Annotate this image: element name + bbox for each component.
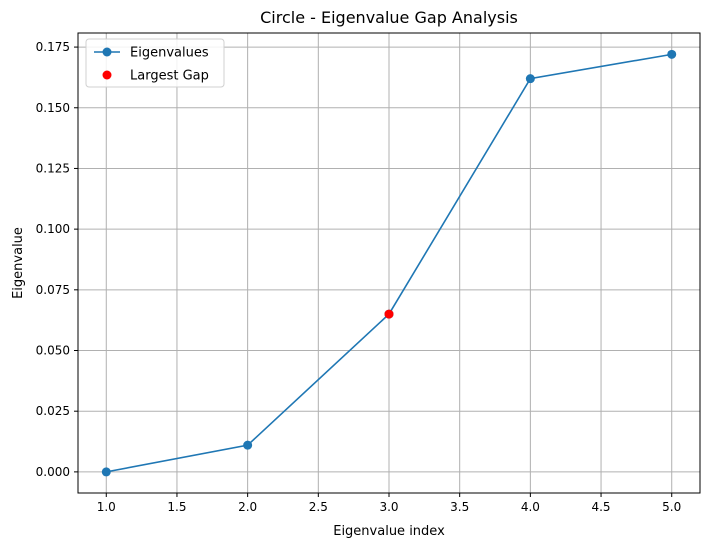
y-tick-label: 0.050 <box>36 344 70 358</box>
legend-marker-swatch <box>102 47 112 57</box>
y-tick-label: 0.075 <box>36 283 70 297</box>
y-tick-label: 0.150 <box>36 101 70 115</box>
x-axis-label: Eigenvalue index <box>333 524 445 539</box>
x-tick-label: 3.0 <box>379 500 398 514</box>
x-tick-label: 3.5 <box>450 500 469 514</box>
y-tick-label: 0.100 <box>36 222 70 236</box>
legend-item: Eigenvalues <box>94 46 209 61</box>
x-tick-label: 5.0 <box>662 500 681 514</box>
y-tick-label: 0.125 <box>36 161 70 175</box>
series-largest-gap <box>384 309 394 319</box>
legend-box <box>85 38 225 88</box>
axis-ticks: 1.0 1.5 2.0 2.5 3.0 3.5 4.0 4.5 5.0 0.000 0.025 0.0… <box>36 40 682 514</box>
data-point <box>243 440 253 450</box>
plot-series <box>101 49 677 477</box>
y-tick-label: 0.175 <box>36 40 70 54</box>
grid <box>78 33 700 493</box>
legend-label: Largest Gap <box>130 69 209 84</box>
y-tick-label: 0.025 <box>36 404 70 418</box>
x-tick-label: 4.5 <box>591 500 610 514</box>
legend-marker-swatch <box>102 70 112 80</box>
data-point <box>101 467 111 477</box>
legend-item: Largest Gap <box>102 69 209 84</box>
legend-label: Eigenvalues <box>130 46 209 61</box>
y-axis-label: Eigenvalue <box>11 227 26 299</box>
chart-title: Circle - Eigenvalue Gap Analysis <box>260 8 518 27</box>
data-point <box>384 309 394 319</box>
data-point <box>525 74 535 84</box>
x-tick-label: 1.0 <box>97 500 116 514</box>
x-tick-label: 4.0 <box>521 500 540 514</box>
x-tick-label: 1.5 <box>167 500 186 514</box>
legend: Eigenvalues Largest Gap <box>85 38 225 88</box>
x-tick-label: 2.0 <box>238 500 257 514</box>
data-point <box>667 49 677 59</box>
y-tick-label: 0.000 <box>36 465 70 479</box>
x-tick-label: 2.5 <box>309 500 328 514</box>
